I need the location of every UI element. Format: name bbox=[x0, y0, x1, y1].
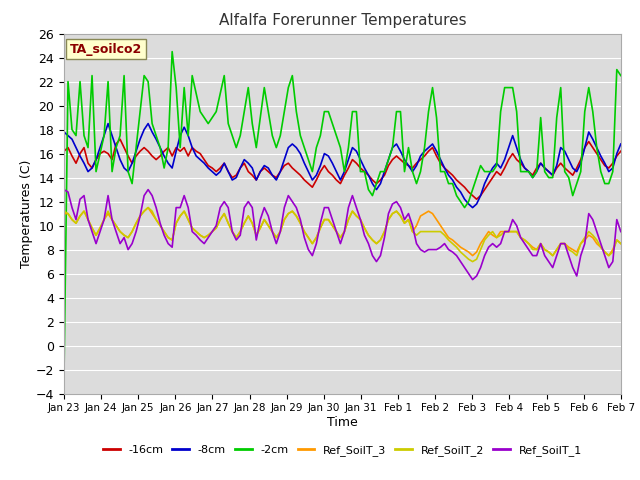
-2cm bbox=[80, 132, 88, 138]
Ref_SoilT_1 bbox=[116, 240, 124, 247]
Ref_SoilT_3 bbox=[116, 228, 124, 234]
Line: -8cm: -8cm bbox=[64, 123, 621, 207]
Ref_SoilT_2 bbox=[116, 228, 124, 234]
Ref_SoilT_3 bbox=[60, 211, 68, 216]
Ref_SoilT_3 bbox=[340, 228, 348, 234]
Ref_SoilT_1 bbox=[92, 240, 100, 247]
Ref_SoilT_1 bbox=[60, 187, 68, 192]
-16cm bbox=[120, 144, 128, 150]
Line: -2cm: -2cm bbox=[64, 51, 621, 375]
Ref_SoilT_2 bbox=[340, 228, 348, 234]
-16cm bbox=[116, 136, 124, 142]
Ref_SoilT_2 bbox=[296, 220, 304, 226]
-8cm bbox=[617, 141, 625, 147]
-8cm bbox=[92, 156, 100, 162]
Line: Ref_SoilT_1: Ref_SoilT_1 bbox=[64, 190, 621, 279]
-16cm bbox=[340, 172, 348, 178]
Y-axis label: Temperatures (C): Temperatures (C) bbox=[20, 159, 33, 268]
-2cm bbox=[340, 168, 348, 174]
-2cm bbox=[116, 132, 124, 138]
Ref_SoilT_1 bbox=[613, 216, 621, 222]
Ref_SoilT_1 bbox=[337, 240, 344, 247]
Ref_SoilT_1 bbox=[617, 228, 625, 234]
Legend: -16cm, -8cm, -2cm, Ref_SoilT_3, Ref_SoilT_2, Ref_SoilT_1: -16cm, -8cm, -2cm, Ref_SoilT_3, Ref_Soil… bbox=[99, 440, 586, 460]
-2cm bbox=[617, 72, 625, 78]
Text: TA_soilco2: TA_soilco2 bbox=[70, 43, 142, 56]
-8cm bbox=[80, 160, 88, 166]
-8cm bbox=[60, 129, 68, 135]
-2cm bbox=[160, 165, 168, 171]
Line: -16cm: -16cm bbox=[64, 139, 621, 199]
-2cm bbox=[613, 67, 621, 72]
Ref_SoilT_1 bbox=[160, 232, 168, 238]
-16cm bbox=[296, 172, 304, 178]
-8cm bbox=[296, 151, 304, 156]
-16cm bbox=[60, 148, 68, 154]
Ref_SoilT_1 bbox=[468, 276, 476, 282]
Title: Alfalfa Forerunner Temperatures: Alfalfa Forerunner Temperatures bbox=[219, 13, 466, 28]
-8cm bbox=[340, 168, 348, 174]
-8cm bbox=[468, 204, 476, 210]
-16cm bbox=[473, 196, 481, 202]
X-axis label: Time: Time bbox=[327, 416, 358, 429]
Line: Ref_SoilT_3: Ref_SoilT_3 bbox=[64, 207, 621, 255]
-2cm bbox=[168, 48, 176, 54]
-2cm bbox=[60, 372, 68, 378]
Ref_SoilT_3 bbox=[92, 232, 100, 238]
Line: Ref_SoilT_2: Ref_SoilT_2 bbox=[64, 207, 621, 262]
-16cm bbox=[617, 148, 625, 154]
Ref_SoilT_3 bbox=[468, 252, 476, 258]
-8cm bbox=[104, 120, 112, 126]
Ref_SoilT_2 bbox=[92, 232, 100, 238]
Ref_SoilT_3 bbox=[144, 204, 152, 210]
Ref_SoilT_2 bbox=[144, 204, 152, 210]
Ref_SoilT_3 bbox=[617, 240, 625, 247]
Ref_SoilT_3 bbox=[80, 208, 88, 214]
-16cm bbox=[164, 144, 172, 150]
Ref_SoilT_1 bbox=[80, 192, 88, 199]
-8cm bbox=[164, 160, 172, 166]
Ref_SoilT_3 bbox=[164, 235, 172, 240]
Ref_SoilT_2 bbox=[468, 259, 476, 264]
-16cm bbox=[92, 156, 100, 162]
Ref_SoilT_3 bbox=[296, 220, 304, 226]
-16cm bbox=[80, 144, 88, 150]
Ref_SoilT_2 bbox=[617, 240, 625, 247]
-8cm bbox=[120, 165, 128, 171]
Ref_SoilT_2 bbox=[164, 235, 172, 240]
Ref_SoilT_2 bbox=[80, 208, 88, 214]
Ref_SoilT_2 bbox=[60, 208, 68, 214]
-2cm bbox=[92, 168, 100, 174]
